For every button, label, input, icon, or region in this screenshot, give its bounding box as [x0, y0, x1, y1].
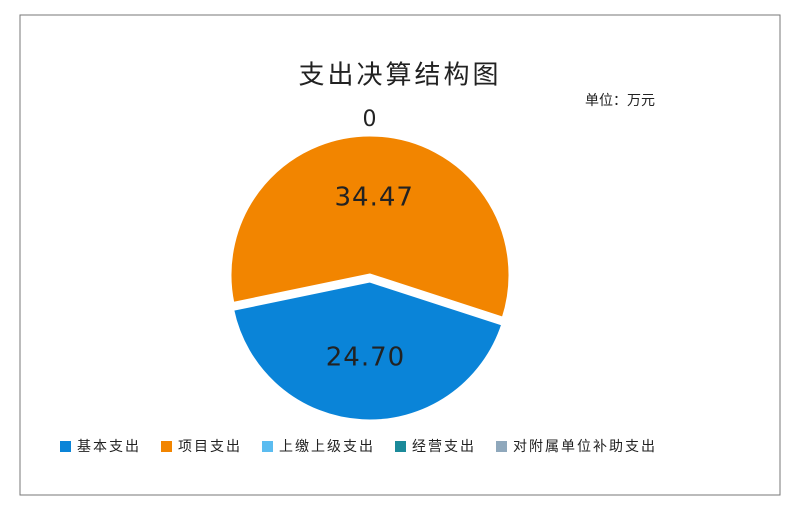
legend-swatch: [496, 441, 507, 452]
legend: 基本支出 项目支出 上缴上级支出 经营支出 对附属单位补助支出: [60, 438, 657, 455]
data-label: 0: [363, 107, 378, 132]
legend-label: 对附属单位补助支出: [513, 439, 657, 455]
legend-swatch: [262, 441, 273, 452]
chart-subtitle: 单位：万元: [585, 93, 655, 109]
legend-label: 项目支出: [178, 439, 242, 455]
legend-swatch: [60, 441, 71, 452]
legend-swatch: [161, 441, 172, 452]
legend-swatch: [395, 441, 406, 452]
pie-slice: [230, 279, 505, 423]
pie: 24.70 34.47 0: [228, 107, 512, 423]
data-label: 34.47: [334, 183, 413, 213]
legend-label: 上缴上级支出: [279, 439, 375, 455]
legend-label: 基本支出: [77, 438, 141, 455]
data-label: 24.70: [326, 342, 405, 372]
legend-label: 经营支出: [412, 439, 476, 455]
pie-slice: [228, 133, 512, 321]
chart-title: 支出决算结构图: [298, 61, 501, 91]
